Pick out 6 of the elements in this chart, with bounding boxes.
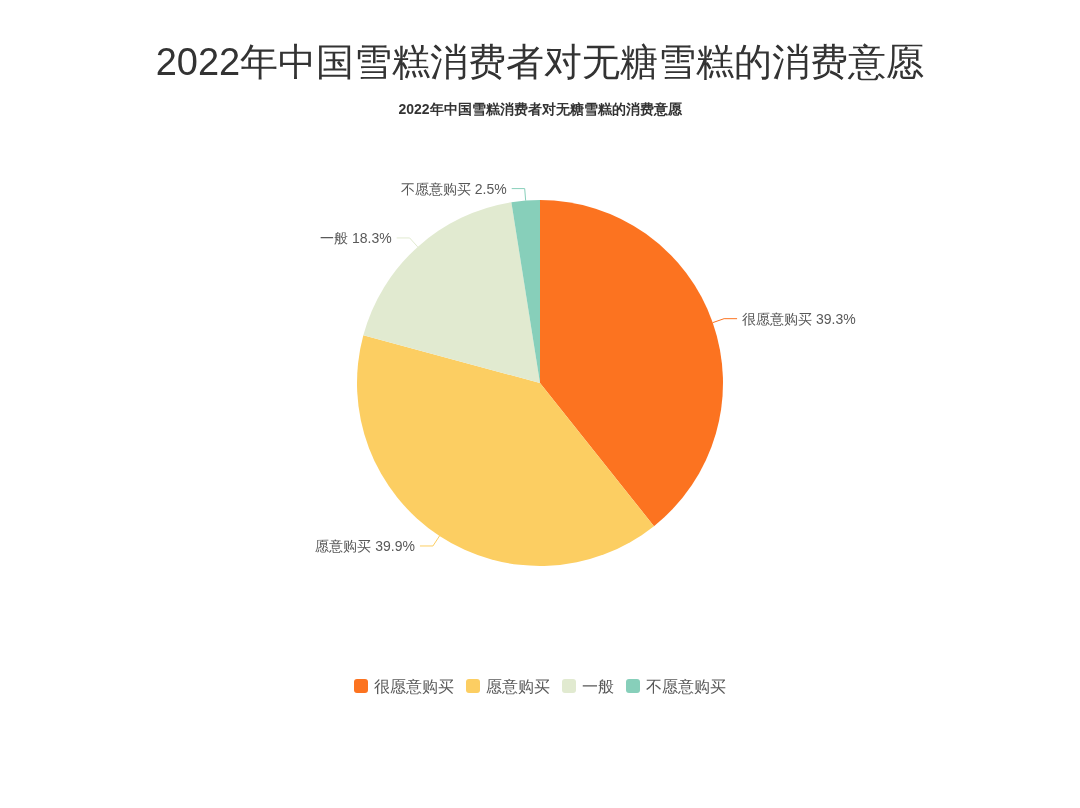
subtitle: 2022年中国雪糕消费者对无糖雪糕的消费意愿 [398, 101, 682, 117]
legend-label: 不愿意购买 [646, 677, 726, 695]
legend-label: 一般 [582, 677, 614, 695]
legend-label: 很愿意购买 [374, 677, 454, 695]
legend-label: 愿意购买 [486, 677, 550, 695]
title: 2022年中国雪糕消费者对无糖雪糕的消费意愿 [155, 41, 925, 83]
